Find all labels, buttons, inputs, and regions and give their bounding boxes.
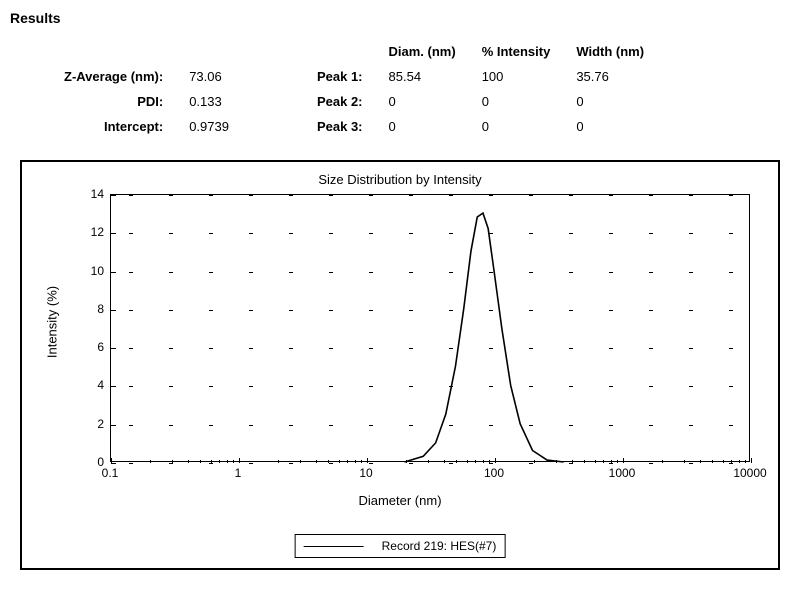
chart-ylabel: Intensity (%) [45,286,60,358]
ytick-label: 4 [97,378,110,392]
intercept-label: Intercept: [52,115,175,138]
ytick-label: 12 [91,225,110,239]
peak2-label: Peak 2: [305,90,375,113]
col-diam: Diam. (nm) [377,40,468,63]
peak3-intensity: 0 [470,115,563,138]
zaverage-value: 73.06 [177,65,241,88]
ytick-label: 8 [97,302,110,316]
results-summary-table: Diam. (nm) % Intensity Width (nm) Z-Aver… [50,38,658,140]
legend-label: Record 219: HES(#7) [382,539,497,553]
pdi-label: PDI: [52,90,175,113]
pdi-value: 0.133 [177,90,241,113]
ytick-label: 10 [91,264,110,278]
xtick-label: 10 [359,462,372,480]
peak1-width: 35.76 [564,65,656,88]
series-line [405,213,564,462]
peak2-intensity: 0 [470,90,563,113]
chart-frame: Size Distribution by Intensity Intensity… [20,160,780,570]
results-title: Results [10,10,790,26]
peak3-diam: 0 [377,115,468,138]
col-width: Width (nm) [564,40,656,63]
chart-xlabel: Diameter (nm) [358,493,441,508]
peak1-diam: 85.54 [377,65,468,88]
xtick-label: 10000 [733,462,766,480]
peak1-label: Peak 1: [305,65,375,88]
xtick-label: 100 [484,462,504,480]
peak3-label: Peak 3: [305,115,375,138]
peak1-intensity: 100 [470,65,563,88]
peak3-width: 0 [564,115,656,138]
ytick-label: 2 [97,417,110,431]
ytick-label: 14 [91,187,110,201]
plot-container: 024681012140.1110100100010000 [110,194,750,462]
chart-title: Size Distribution by Intensity [22,172,778,187]
peak2-width: 0 [564,90,656,113]
xtick-label: 1 [235,462,242,480]
zaverage-label: Z-Average (nm): [52,65,175,88]
peak2-diam: 0 [377,90,468,113]
ytick-label: 6 [97,340,110,354]
col-intensity: % Intensity [470,40,563,63]
xtick-label: 0.1 [102,462,119,480]
legend-line-icon [304,546,364,547]
chart-legend: Record 219: HES(#7) [295,534,506,558]
xtick-label: 1000 [609,462,636,480]
intercept-value: 0.9739 [177,115,241,138]
chart-curve [110,194,750,462]
